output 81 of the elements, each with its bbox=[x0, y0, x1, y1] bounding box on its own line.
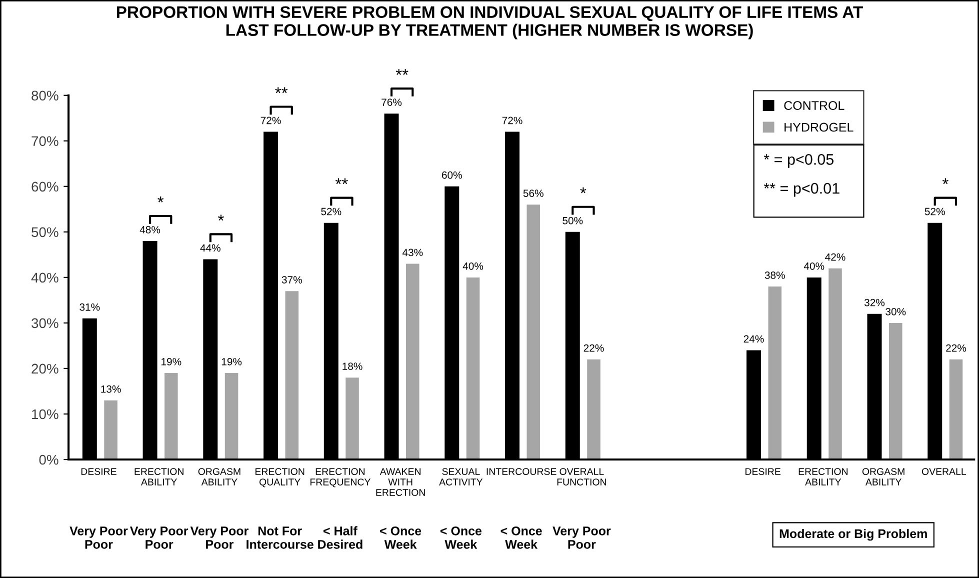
text: < Once Week bbox=[380, 526, 422, 549]
bar bbox=[768, 286, 782, 460]
y-tick-label: 10% bbox=[32, 409, 58, 420]
data-label: 18% bbox=[342, 362, 362, 370]
x-tick-label: INTERCOURSE bbox=[486, 468, 556, 475]
x-tick-label: ERECTION ABILITY bbox=[134, 468, 184, 486]
x-tick-label: ERECTION ABILITY bbox=[798, 468, 848, 486]
data-label: 24% bbox=[744, 335, 764, 343]
data-label: 30% bbox=[886, 308, 906, 316]
annotation: ** bbox=[335, 178, 348, 184]
y-tick-label: 30% bbox=[32, 318, 58, 328]
data-label: 72% bbox=[502, 116, 522, 124]
x-tick-label: ERECTION QUALITY bbox=[256, 468, 304, 488]
text: Very Poor Poor bbox=[552, 526, 611, 549]
bar bbox=[164, 373, 178, 460]
annotation: * bbox=[942, 178, 948, 184]
legend-label: CONTROL bbox=[784, 101, 844, 110]
x-tick-label: ERECTION FREQUENCY bbox=[310, 468, 371, 488]
y-tick-label: 70% bbox=[32, 136, 58, 146]
bar bbox=[587, 359, 600, 460]
data-label: 40% bbox=[804, 262, 824, 270]
chart-title: PROPORTION WITH SEVERE PROBLEM ON INDIVIDUAL SEXUAL QUALITY OF LIFE ITEMS AT LAST FOLLOW-UP BY TREATMENT (HIGHER NUMBER IS WORSE) bbox=[116, 6, 863, 40]
text: ** bbox=[275, 87, 288, 94]
bar bbox=[526, 204, 540, 460]
text: < Once Week bbox=[440, 526, 482, 549]
bar bbox=[406, 264, 420, 460]
data-label: 56% bbox=[523, 190, 544, 197]
data-label: 43% bbox=[402, 248, 423, 256]
data-label: 32% bbox=[864, 298, 885, 306]
y-tick-label: 20% bbox=[32, 364, 58, 374]
data-label: 52% bbox=[321, 208, 342, 216]
data-label: 38% bbox=[764, 272, 785, 279]
text: Moderate or Big Problem bbox=[780, 528, 927, 541]
x-tick-label: ORGASM ABILITY bbox=[862, 468, 904, 486]
text: ** bbox=[396, 69, 408, 75]
y-tick-label: 50% bbox=[32, 227, 58, 238]
annotation: * bbox=[580, 187, 586, 194]
data-label: 42% bbox=[825, 253, 846, 261]
data-label: 13% bbox=[101, 385, 121, 393]
y-tick-label: 40% bbox=[31, 272, 58, 283]
annotation: * = p<0.05 bbox=[764, 154, 834, 168]
text: < Half Desired bbox=[318, 526, 362, 549]
x-tick-label: SEXUAL ACTIVITY bbox=[439, 468, 483, 486]
bar bbox=[888, 322, 902, 460]
data-label: 19% bbox=[162, 358, 182, 366]
text: Very Poor Poor bbox=[130, 526, 188, 549]
data-label: 60% bbox=[442, 171, 462, 179]
y-tick-label: 80% bbox=[32, 90, 58, 101]
bar bbox=[224, 373, 238, 460]
data-label: 48% bbox=[140, 226, 160, 234]
bar bbox=[466, 277, 480, 460]
x-tick-label: OVERALL bbox=[922, 468, 966, 475]
data-label: 72% bbox=[260, 116, 281, 124]
data-label: 44% bbox=[200, 244, 220, 252]
annotation: * bbox=[218, 214, 224, 221]
x-tick-label: OVERALL FUNCTION bbox=[557, 468, 606, 486]
x-tick-label: ORGASM ABILITY bbox=[198, 468, 240, 486]
y-tick-label: 60% bbox=[32, 182, 58, 192]
x-tick-label: DESIRE bbox=[746, 468, 780, 475]
data-label: 22% bbox=[946, 344, 966, 352]
data-label: 40% bbox=[462, 262, 484, 270]
text: Very Poor Poor bbox=[70, 526, 128, 549]
y-tick-label: 0% bbox=[39, 454, 58, 465]
bar bbox=[828, 268, 842, 460]
bar bbox=[949, 359, 963, 460]
text: < Once Week bbox=[500, 526, 542, 549]
bar bbox=[104, 400, 118, 460]
data-label: 50% bbox=[562, 216, 583, 224]
x-tick-label: DESIRE bbox=[81, 468, 116, 475]
data-label: 31% bbox=[80, 303, 100, 311]
data-label: 76% bbox=[382, 98, 402, 106]
annotation: ** = p<0.01 bbox=[764, 182, 840, 197]
data-label: 52% bbox=[924, 208, 945, 216]
data-label: 19% bbox=[222, 358, 242, 366]
bar bbox=[285, 291, 299, 460]
data-label: 37% bbox=[282, 276, 302, 284]
legend-label: HYDROGEL bbox=[784, 122, 854, 132]
bar bbox=[346, 378, 359, 460]
data-label: 22% bbox=[584, 344, 604, 352]
x-tick-label: AWAKEN WITH ERECTION bbox=[376, 468, 425, 496]
annotation: * bbox=[158, 196, 164, 202]
